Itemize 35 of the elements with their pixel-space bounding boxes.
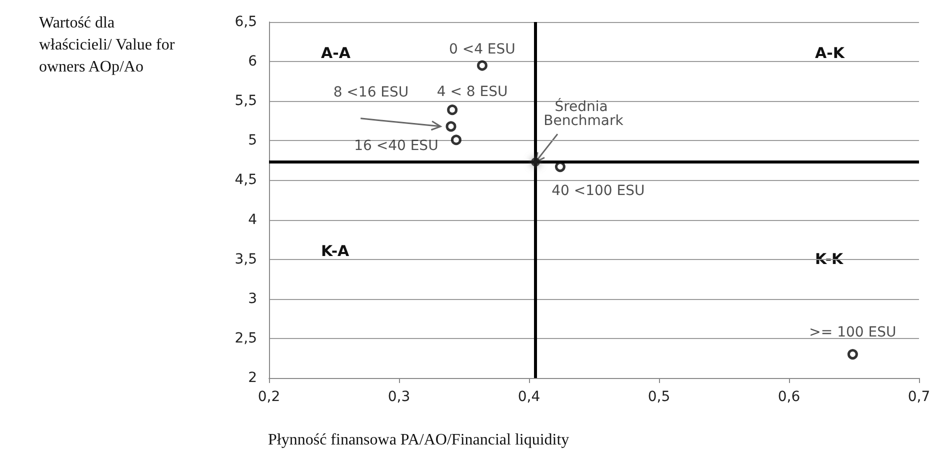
x-tick-label: 0,5: [648, 389, 670, 405]
y-tick-label: 2: [248, 370, 257, 386]
y-tick-label: 4,5: [234, 172, 257, 188]
y-axis-title: Wartość dla właścicieli/ Value for owners AOp/Ao: [39, 14, 179, 76]
x-tick-label: 0,7: [908, 389, 930, 405]
x-tick-label: 0,2: [258, 389, 280, 405]
data-label: 8 <16 ESU: [333, 84, 409, 100]
data-label: Średnia Benchmark: [544, 98, 624, 130]
x-tick-label: 0,4: [518, 389, 540, 405]
data-label: 40 <100 ESU: [552, 182, 645, 199]
point: [450, 134, 462, 146]
point: [531, 158, 540, 167]
point: [447, 104, 458, 116]
x-tick-label: 0,6: [778, 389, 800, 405]
annotation: K-A: [321, 242, 350, 260]
y-tick-label: 5: [248, 132, 257, 149]
annotation: A-A: [321, 44, 351, 62]
data-label: 4 < 8 ESU: [436, 84, 508, 100]
data-label: 0 <4 ESU: [448, 42, 516, 58]
y-tick-label: 6,5: [234, 14, 257, 30]
point: [554, 162, 566, 172]
point: [847, 349, 858, 360]
data-label: >= 100 ESU: [809, 324, 896, 340]
y-tick-label: 2,5: [234, 330, 257, 346]
annotation: A-K: [815, 44, 846, 62]
y-tick-label: 5,5: [234, 93, 257, 110]
point: [446, 121, 456, 132]
y-tick-label: 3,5: [234, 251, 257, 268]
y-tick-label: 4: [248, 212, 258, 228]
y-tick-label: 3: [248, 290, 257, 307]
y-tick-label: 6: [248, 54, 258, 70]
x-axis-title: Płynność finansowa PA/AO/Financial liquidity: [268, 432, 570, 448]
x-tick-label: 0,3: [388, 389, 410, 405]
point: [476, 60, 488, 71]
data-label: 16 <40 ESU: [354, 138, 438, 154]
